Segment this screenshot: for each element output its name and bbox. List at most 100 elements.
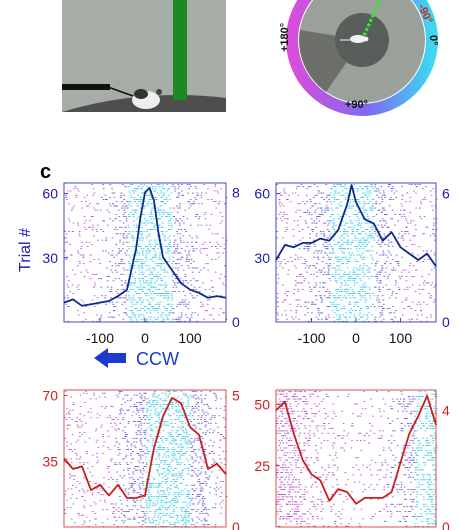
spike-dot (169, 310, 172, 312)
spike-dot (176, 462, 179, 464)
spike-dot (287, 218, 289, 220)
angle-label-plus180: +180° (279, 23, 291, 52)
spike-dot (66, 256, 68, 258)
spike-dot (85, 201, 87, 203)
spike-dot (168, 297, 171, 299)
spike-dot (223, 437, 225, 439)
spike-dot (211, 286, 213, 288)
spike-dot (71, 451, 74, 452)
spike-dot (399, 209, 402, 211)
spike-dot (114, 462, 116, 464)
spike-dot (279, 265, 281, 267)
spike-dot (400, 271, 403, 273)
spike-dot (350, 233, 353, 235)
spike-dot (176, 248, 179, 250)
spike-dot (106, 267, 108, 269)
spike-dot (420, 320, 422, 322)
spike-dot (280, 194, 282, 196)
spike-dot (168, 248, 170, 250)
spike-dot (348, 293, 351, 294)
spike-dot (359, 286, 362, 288)
spike-dot (150, 196, 152, 198)
spike-dot (347, 194, 349, 196)
spike-dot (182, 479, 185, 480)
spike-dot (350, 276, 352, 277)
spike-dot (297, 256, 299, 258)
spike-dot (128, 441, 130, 443)
spike-dot (138, 252, 141, 254)
spike-dot (157, 184, 159, 185)
spike-dot (301, 201, 304, 203)
spike-dot (148, 460, 151, 462)
spike-dot (136, 286, 138, 288)
spike-dot (203, 526, 206, 527)
spike-dot (89, 481, 91, 482)
spike-dot (213, 488, 216, 490)
spike-dot (332, 301, 335, 303)
spike-dot (322, 525, 325, 527)
spike-dot (346, 241, 348, 243)
spike-dot (123, 458, 125, 460)
spike-dot (183, 454, 185, 456)
spike-dot (407, 306, 409, 307)
spike-dot (162, 436, 164, 437)
spike-dot (149, 501, 152, 503)
spike-dot (206, 512, 209, 514)
spike-dot (169, 488, 171, 490)
spike-dot (132, 216, 135, 217)
spike-dot (191, 456, 193, 458)
spike-dot (95, 518, 97, 520)
spike-dot (378, 209, 381, 211)
spike-dot (319, 295, 321, 297)
spike-dot (127, 422, 130, 424)
spike-dot (160, 501, 163, 503)
spike-dot (194, 452, 197, 454)
spike-dot (287, 291, 290, 292)
spike-dot (133, 224, 135, 226)
spike-dot (382, 190, 385, 192)
spike-dot (384, 243, 386, 245)
spike-dot (164, 235, 166, 237)
spike-dot (174, 284, 177, 286)
spike-dot (170, 503, 173, 505)
spike-dot (64, 494, 67, 496)
spike-dot (226, 239, 228, 241)
spike-dot (335, 269, 337, 271)
spike-dot (157, 235, 159, 237)
spike-dot (371, 216, 374, 217)
spike-dot (382, 209, 385, 211)
spike-dot (164, 479, 167, 480)
spike-dot (277, 273, 279, 275)
spike-dot (110, 297, 112, 299)
spike-dot (351, 252, 354, 254)
spike-dot (150, 496, 153, 497)
spike-dot (142, 411, 145, 413)
spike-dot (184, 394, 187, 396)
spike-dot (339, 318, 342, 320)
spike-dot (140, 419, 143, 420)
spike-dot (153, 390, 156, 392)
spike-dot (146, 409, 148, 411)
spike-dot (173, 467, 176, 469)
spike-dot (334, 243, 337, 245)
spike-dot (217, 203, 220, 205)
spike-dot (78, 261, 81, 262)
spike-dot (187, 404, 190, 405)
spike-dot (344, 288, 346, 290)
spike-dot (426, 518, 429, 520)
spike-dot (192, 469, 195, 471)
spike-dot (129, 263, 131, 265)
spike-dot (92, 454, 94, 456)
spike-dot (116, 297, 119, 299)
spike-dot (161, 280, 164, 282)
spike-dot (213, 430, 216, 432)
spike-dot (144, 452, 146, 454)
spike-dot (180, 241, 182, 243)
spike-dot (311, 301, 313, 303)
spike-dot (187, 402, 190, 404)
spike-dot (140, 449, 143, 450)
spike-dot (205, 411, 208, 413)
spike-dot (135, 432, 138, 434)
spike-dot (426, 513, 429, 515)
spike-dot (306, 211, 309, 213)
